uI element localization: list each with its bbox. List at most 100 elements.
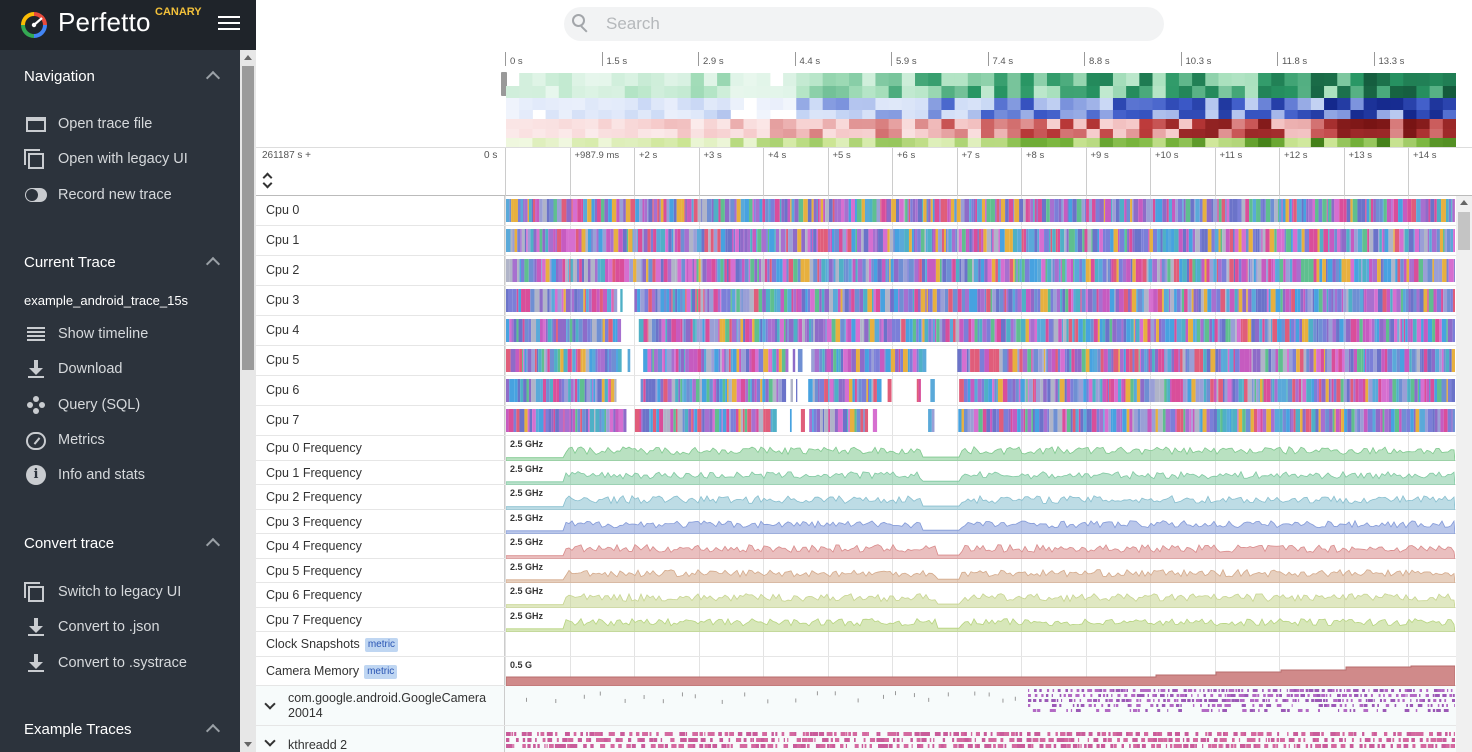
memory-counter[interactable] [506, 657, 1455, 686]
cpu-frequency-track[interactable]: Cpu 3 Frequency 2.5 GHz [256, 510, 1456, 534]
cpu-slices[interactable] [506, 256, 1455, 286]
time-axis-tick-label: +987.9 ms [574, 150, 620, 161]
track-content[interactable]: 2.5 GHz [506, 510, 1455, 534]
cpu-slices[interactable] [506, 406, 1455, 436]
track-scrollbar[interactable] [1456, 196, 1472, 752]
sidebar-item-info-and-stats[interactable]: i Info and stats [24, 462, 234, 488]
sidebar-item-convert-json[interactable]: Convert to .json [24, 614, 234, 640]
overview-tick: 8.8 s [1084, 52, 1110, 67]
cpu-frequency-track[interactable]: Cpu 2 Frequency 2.5 GHz [256, 485, 1456, 510]
overview-drag-handle[interactable] [501, 72, 507, 96]
search-box[interactable] [564, 7, 1164, 41]
expand-chevron-icon[interactable] [264, 735, 276, 747]
track-content[interactable]: 0.5 G [506, 657, 1455, 686]
cpu-track[interactable]: Cpu 3 [256, 286, 1456, 316]
cpu-frequency-track[interactable]: Cpu 7 Frequency 2.5 GHz [256, 608, 1456, 632]
track-content[interactable]: 2.5 GHz [506, 559, 1455, 583]
sidebar-item-record-new-trace[interactable]: Record new trace [24, 182, 234, 208]
overview-timeline[interactable]: 0 s 1.5 s 2.9 s 4.4 s 5.9 s 7.4 s 8.8 s 10.3 s 1… [256, 48, 1472, 148]
frequency-counter[interactable] [506, 608, 1455, 632]
track-content[interactable] [506, 316, 1455, 345]
frequency-counter[interactable] [506, 583, 1455, 608]
track-content[interactable]: 2.5 GHz [506, 608, 1455, 632]
cpu-track[interactable]: Cpu 2 [256, 256, 1456, 286]
item-label: Convert to .json [58, 619, 160, 635]
overview-tick: 7.4 s [987, 52, 1013, 67]
track-content[interactable] [506, 286, 1455, 315]
sidebar-scrollbar[interactable] [240, 50, 256, 752]
track-content[interactable] [506, 346, 1455, 375]
cpu-slices[interactable] [506, 196, 1455, 226]
track-content[interactable] [506, 196, 1455, 225]
track-panel[interactable]: Cpu 0 Cpu 1 Cpu 2 Cpu 3 Cpu 4 Cpu 5 Cpu 6 Cpu 7… [256, 196, 1456, 752]
track-content[interactable] [506, 226, 1455, 255]
process-summary-slices[interactable] [506, 686, 1455, 726]
track-content[interactable]: 2.5 GHz [506, 534, 1455, 559]
collapse-chevron-icon[interactable] [205, 256, 221, 272]
overview-tick-label: 2.9 s [703, 56, 724, 67]
sidebar-item-download[interactable]: Download [24, 356, 234, 382]
cpu-track[interactable]: Cpu 0 [256, 196, 1456, 226]
sidebar-item-open-legacy-ui[interactable]: Open with legacy UI [24, 146, 234, 172]
sidebar-item-metrics[interactable]: Metrics [24, 427, 234, 453]
cpu-slices[interactable] [506, 346, 1455, 376]
hamburger-menu-icon[interactable] [218, 16, 240, 34]
cpu-track[interactable]: Cpu 6 [256, 376, 1456, 406]
process-summary[interactable] [506, 726, 1455, 752]
expand-chevron-icon[interactable] [264, 698, 276, 710]
cpu-slices[interactable] [506, 316, 1455, 346]
frequency-counter[interactable] [506, 510, 1455, 534]
cpu-slices[interactable] [506, 226, 1455, 256]
cpu-track[interactable]: Cpu 5 [256, 346, 1456, 376]
track-title: Cpu 6 Frequency [266, 588, 362, 602]
process-summary-slices[interactable] [506, 726, 1455, 752]
track-content[interactable] [506, 406, 1455, 435]
frequency-counter[interactable] [506, 534, 1455, 559]
sidebar-menu: Navigation Open trace file Open with leg… [0, 50, 240, 752]
sidebar-scrollbar-thumb[interactable] [242, 66, 254, 370]
frequency-counter[interactable] [506, 485, 1455, 510]
scroll-down-arrow-icon[interactable] [244, 742, 252, 747]
cpu-frequency-track[interactable]: Cpu 6 Frequency 2.5 GHz [256, 583, 1456, 608]
frequency-counter[interactable] [506, 559, 1455, 583]
cpu-track[interactable]: Cpu 1 [256, 226, 1456, 256]
cpu-slices[interactable] [506, 376, 1455, 406]
track-content[interactable] [506, 632, 1455, 656]
cpu-slices[interactable] [506, 286, 1455, 316]
cpu-track[interactable]: Cpu 7 [256, 406, 1456, 436]
expand-collapse-all-icon[interactable] [261, 170, 275, 192]
collapse-chevron-icon[interactable] [205, 70, 221, 86]
camera-memory-track[interactable]: Camera Memory metric 0.5 G [256, 657, 1456, 686]
scroll-up-arrow-icon[interactable] [1460, 200, 1468, 205]
sidebar-item-switch-legacy-ui[interactable]: Switch to legacy UI [24, 579, 234, 605]
cpu-track[interactable]: Cpu 4 [256, 316, 1456, 346]
track-content[interactable] [506, 376, 1455, 405]
collapse-chevron-icon[interactable] [205, 723, 221, 739]
process-group-track[interactable]: com.google.android.GoogleCamera 20014 [256, 686, 1456, 726]
track-scrollbar-thumb[interactable] [1458, 212, 1470, 250]
cpu-frequency-track[interactable]: Cpu 0 Frequency 2.5 GHz [256, 436, 1456, 461]
time-axis-tick-label: +4 s [768, 150, 787, 161]
sidebar-item-show-timeline[interactable]: Show timeline [24, 321, 234, 347]
track-content[interactable]: 2.5 GHz [506, 583, 1455, 608]
cpu-frequency-track[interactable]: Cpu 5 Frequency 2.5 GHz [256, 559, 1456, 583]
track-content[interactable]: 2.5 GHz [506, 436, 1455, 461]
process-summary[interactable] [506, 686, 1455, 725]
track-shell: Cpu 1 Frequency [256, 461, 505, 484]
clock-snapshots-track[interactable]: Clock Snapshots metric [256, 632, 1456, 657]
frequency-counter[interactable] [506, 436, 1455, 461]
collapse-chevron-icon[interactable] [205, 537, 221, 553]
overview-cpu-heatmap[interactable] [506, 73, 1456, 147]
frequency-counter[interactable] [506, 461, 1455, 485]
scroll-up-arrow-icon[interactable] [244, 55, 252, 60]
search-input[interactable] [606, 14, 1126, 34]
sidebar-item-convert-systrace[interactable]: Convert to .systrace [24, 650, 234, 676]
track-content[interactable]: 2.5 GHz [506, 485, 1455, 510]
cpu-frequency-track[interactable]: Cpu 4 Frequency 2.5 GHz [256, 534, 1456, 559]
sidebar-item-query-sql[interactable]: Query (SQL) [24, 392, 234, 418]
process-group-track[interactable]: kthreadd 2 [256, 726, 1456, 752]
track-content[interactable] [506, 256, 1455, 285]
sidebar-item-open-trace-file[interactable]: Open trace file [24, 111, 234, 137]
cpu-frequency-track[interactable]: Cpu 1 Frequency 2.5 GHz [256, 461, 1456, 485]
track-content[interactable]: 2.5 GHz [506, 461, 1455, 485]
